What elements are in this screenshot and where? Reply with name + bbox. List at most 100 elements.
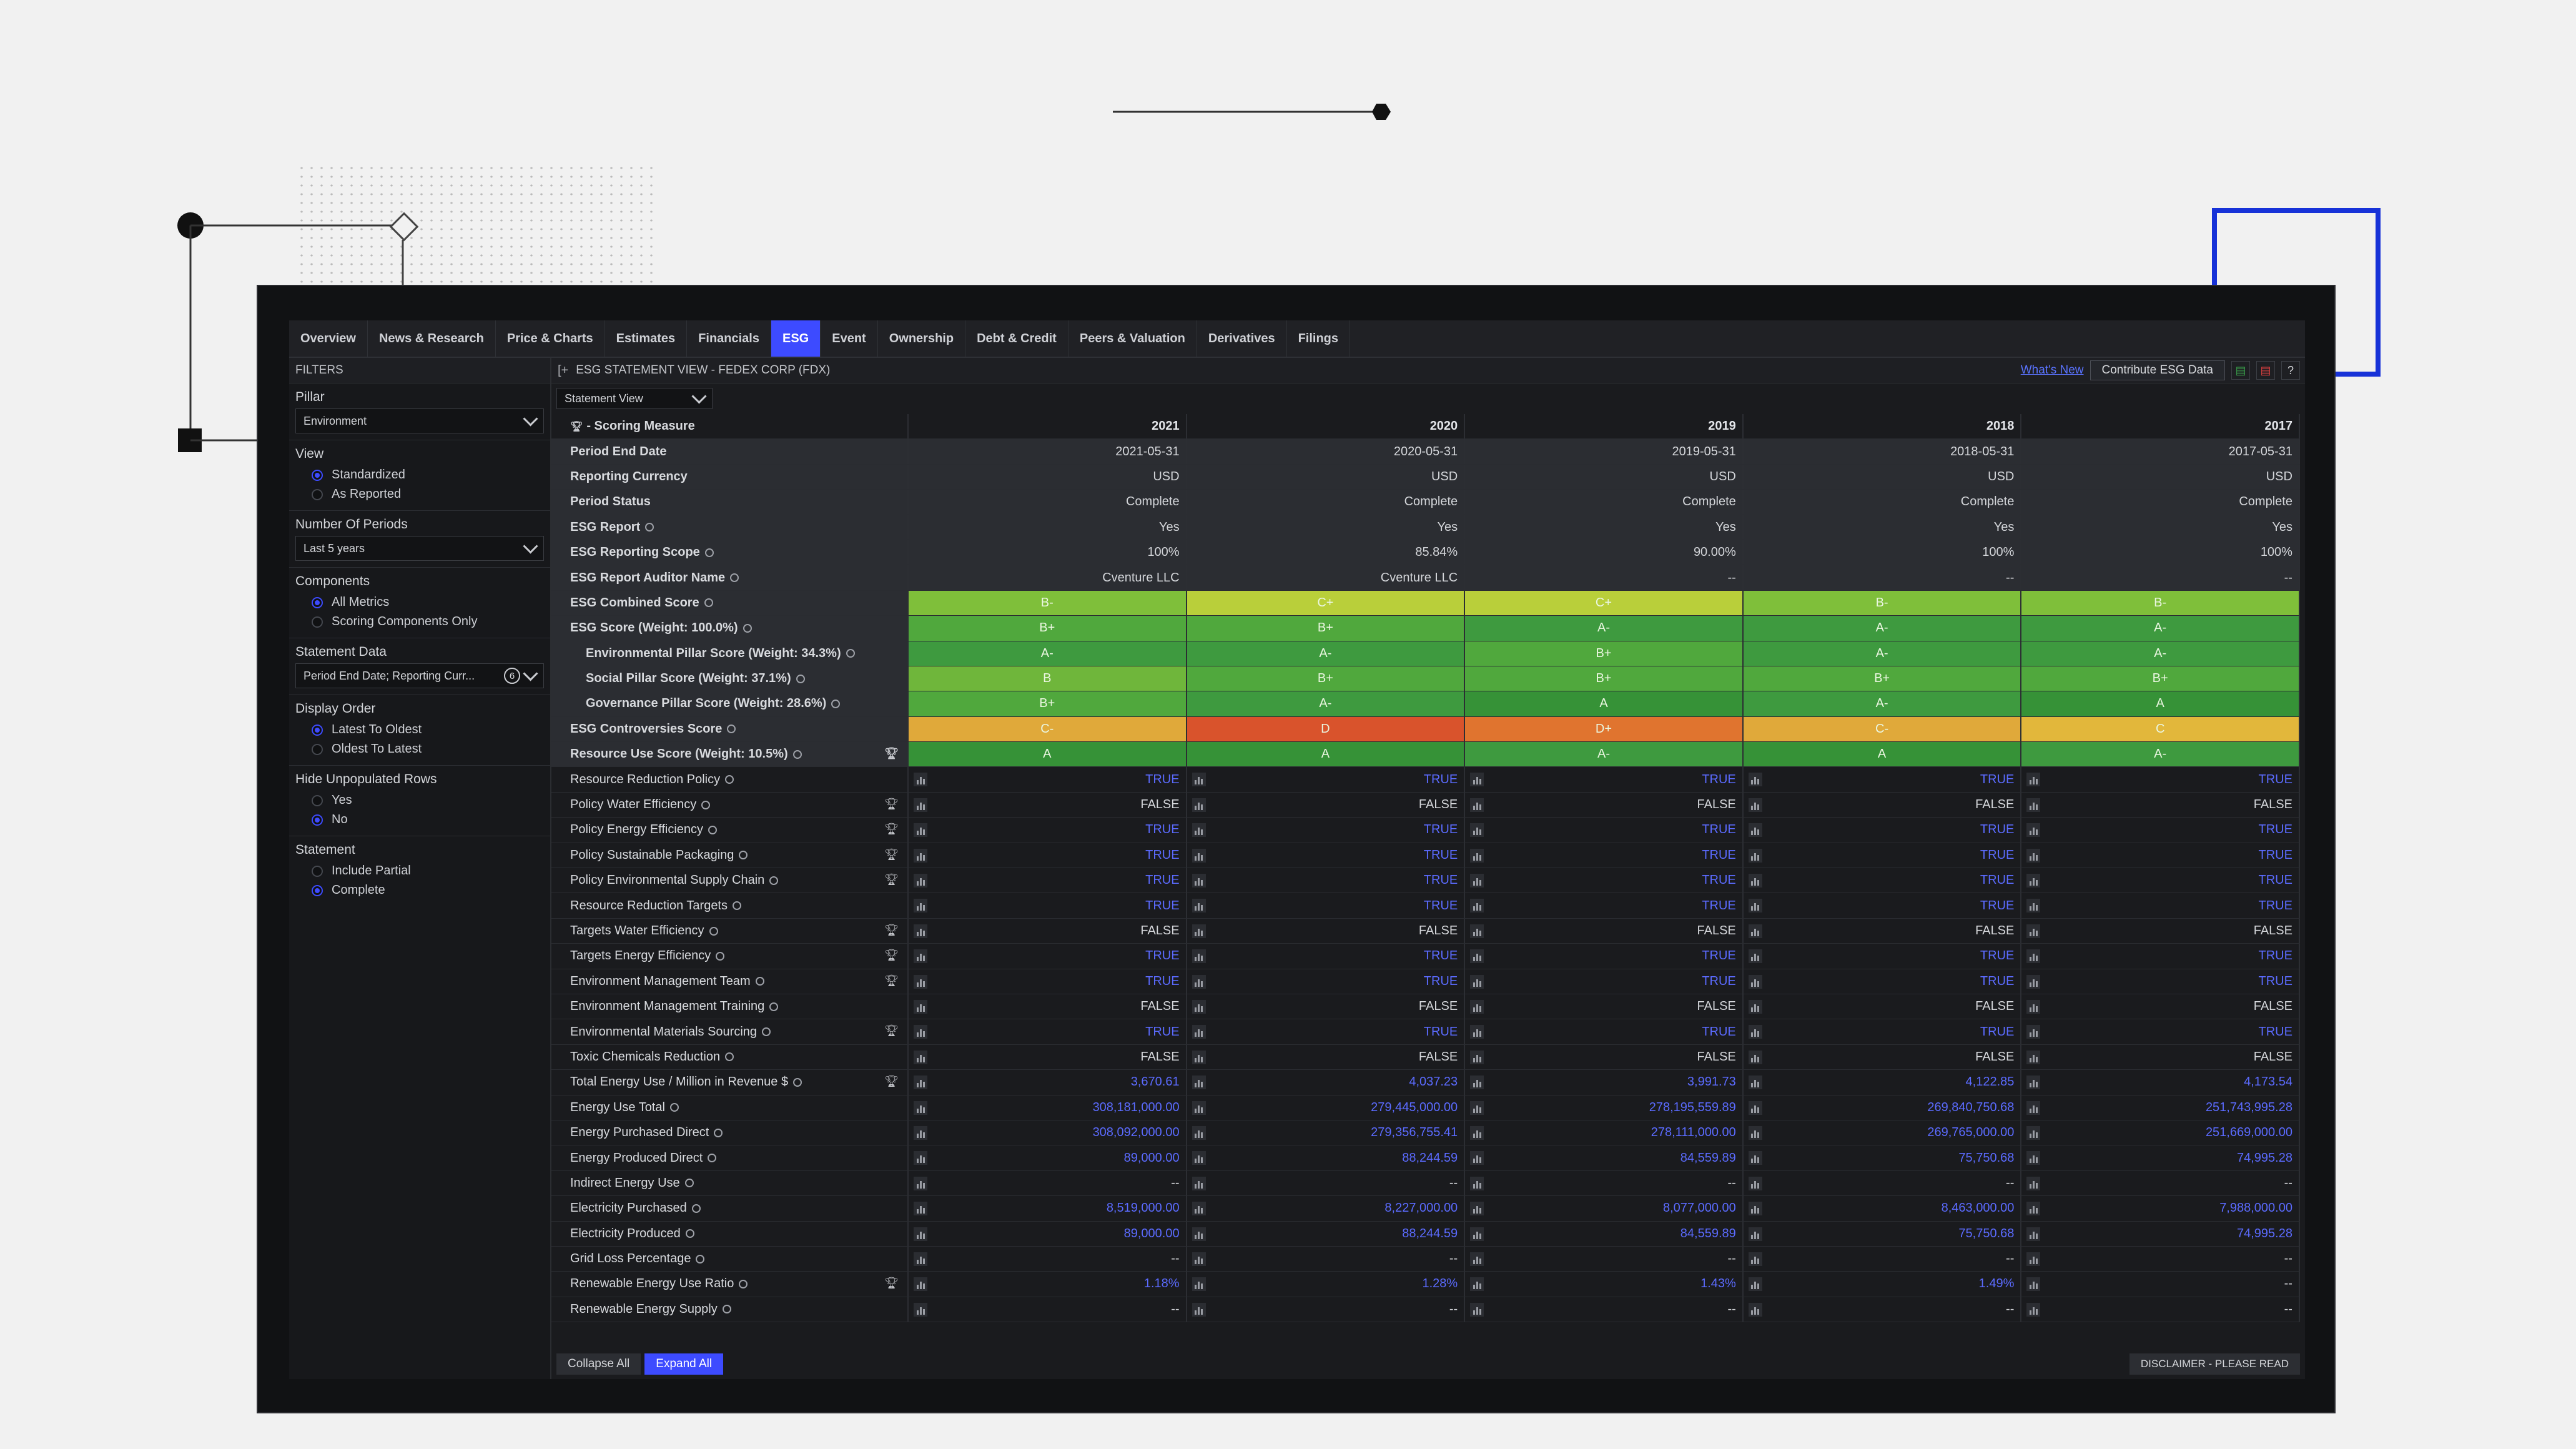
info-icon[interactable]: [846, 649, 855, 658]
include-partial-radio[interactable]: Include Partial: [295, 861, 544, 881]
tab-financials[interactable]: Financials: [687, 320, 771, 357]
bar-chart-icon[interactable]: [914, 823, 927, 838]
tab-event[interactable]: Event: [821, 320, 878, 357]
info-icon[interactable]: [743, 623, 752, 633]
pdf-export-icon[interactable]: ▤: [2256, 361, 2275, 380]
bar-chart-icon[interactable]: [2026, 1277, 2041, 1292]
expand-all-button[interactable]: Expand All: [644, 1353, 724, 1375]
bar-chart-icon[interactable]: [1192, 1076, 1206, 1090]
bar-chart-icon[interactable]: [1748, 1025, 1762, 1039]
info-icon[interactable]: [701, 800, 711, 809]
bar-chart-icon[interactable]: [914, 999, 927, 1014]
info-icon[interactable]: [704, 598, 713, 608]
whats-new-link[interactable]: What's New: [2020, 363, 2084, 377]
info-icon[interactable]: [714, 1128, 723, 1137]
bar-chart-icon[interactable]: [1748, 1302, 1762, 1317]
tab-price-charts[interactable]: Price & Charts: [496, 320, 605, 357]
info-icon[interactable]: [793, 1077, 802, 1087]
scoring-measure-header[interactable]: 🏆︎ - Scoring Measure: [551, 414, 909, 439]
bar-chart-icon[interactable]: [1748, 823, 1762, 838]
bar-chart-icon[interactable]: [2026, 1025, 2041, 1039]
info-icon[interactable]: [708, 825, 718, 834]
bar-chart-icon[interactable]: [914, 1050, 927, 1064]
tab-peers-valuation[interactable]: Peers & Valuation: [1068, 320, 1197, 357]
bar-chart-icon[interactable]: [1748, 1125, 1762, 1140]
bar-chart-icon[interactable]: [2026, 999, 2041, 1014]
bar-chart-icon[interactable]: [1192, 999, 1206, 1014]
bar-chart-icon[interactable]: [1470, 1302, 1484, 1317]
info-icon[interactable]: [727, 724, 736, 734]
bar-chart-icon[interactable]: [2026, 1227, 2041, 1241]
bar-chart-icon[interactable]: [2026, 823, 2041, 838]
bar-chart-icon[interactable]: [1470, 1227, 1484, 1241]
bar-chart-icon[interactable]: [2026, 773, 2041, 787]
bar-chart-icon[interactable]: [2026, 1125, 2041, 1140]
bar-chart-icon[interactable]: [914, 949, 927, 964]
bar-chart-icon[interactable]: [1192, 1050, 1206, 1064]
bar-chart-icon[interactable]: [1470, 1151, 1484, 1165]
bar-chart-icon[interactable]: [1470, 798, 1484, 812]
bar-chart-icon[interactable]: [914, 1100, 927, 1115]
bar-chart-icon[interactable]: [1748, 1252, 1762, 1266]
components-all-radio[interactable]: All Metrics: [295, 593, 544, 612]
info-icon[interactable]: [739, 851, 748, 860]
bar-chart-icon[interactable]: [1470, 848, 1484, 863]
bar-chart-icon[interactable]: [1192, 949, 1206, 964]
tab-overview[interactable]: Overview: [289, 320, 368, 357]
pillar-select[interactable]: Environment: [295, 408, 544, 433]
info-icon[interactable]: [684, 1179, 694, 1188]
excel-export-icon[interactable]: ▤: [2231, 361, 2250, 380]
bar-chart-icon[interactable]: [1470, 1076, 1484, 1090]
bar-chart-icon[interactable]: [1470, 773, 1484, 787]
bar-chart-icon[interactable]: [1192, 874, 1206, 888]
bar-chart-icon[interactable]: [2026, 1252, 2041, 1266]
bar-chart-icon[interactable]: [1470, 999, 1484, 1014]
complete-radio[interactable]: Complete: [295, 881, 544, 900]
bar-chart-icon[interactable]: [2026, 1302, 2041, 1317]
bar-chart-icon[interactable]: [1470, 874, 1484, 888]
info-icon[interactable]: [696, 1254, 705, 1264]
hide-no-radio[interactable]: No: [295, 810, 544, 829]
bar-chart-icon[interactable]: [1748, 1202, 1762, 1216]
bar-chart-icon[interactable]: [1748, 848, 1762, 863]
bar-chart-icon[interactable]: [914, 874, 927, 888]
latest-to-oldest-radio[interactable]: Latest To Oldest: [295, 720, 544, 739]
bar-chart-icon[interactable]: [2026, 1100, 2041, 1115]
bar-chart-icon[interactable]: [1192, 1125, 1206, 1140]
info-icon[interactable]: [762, 1027, 771, 1037]
info-icon[interactable]: [725, 775, 734, 784]
bar-chart-icon[interactable]: [1470, 924, 1484, 938]
info-icon[interactable]: [769, 1002, 779, 1011]
bar-chart-icon[interactable]: [1470, 1202, 1484, 1216]
bar-chart-icon[interactable]: [1192, 773, 1206, 787]
tab-derivatives[interactable]: Derivatives: [1197, 320, 1287, 357]
view-as-reported-radio[interactable]: As Reported: [295, 485, 544, 504]
bar-chart-icon[interactable]: [1748, 1151, 1762, 1165]
bar-chart-icon[interactable]: [914, 974, 927, 989]
bar-chart-icon[interactable]: [914, 1176, 927, 1190]
expand-panel-icon[interactable]: [+: [558, 363, 569, 377]
bar-chart-icon[interactable]: [914, 1252, 927, 1266]
bar-chart-icon[interactable]: [2026, 899, 2041, 913]
bar-chart-icon[interactable]: [1192, 899, 1206, 913]
statement-view-select[interactable]: Statement View: [556, 388, 713, 409]
bar-chart-icon[interactable]: [1748, 1050, 1762, 1064]
bar-chart-icon[interactable]: [2026, 848, 2041, 863]
info-icon[interactable]: [755, 977, 764, 986]
bar-chart-icon[interactable]: [1192, 1277, 1206, 1292]
components-scoring-radio[interactable]: Scoring Components Only: [295, 612, 544, 631]
bar-chart-icon[interactable]: [2026, 798, 2041, 812]
info-icon[interactable]: [645, 523, 654, 532]
bar-chart-icon[interactable]: [2026, 1176, 2041, 1190]
disclaimer-button[interactable]: DISCLAIMER - PLEASE READ: [2129, 1353, 2300, 1375]
hide-yes-radio[interactable]: Yes: [295, 791, 544, 810]
bar-chart-icon[interactable]: [1748, 1227, 1762, 1241]
bar-chart-icon[interactable]: [1470, 1176, 1484, 1190]
tab-debt-credit[interactable]: Debt & Credit: [965, 320, 1068, 357]
bar-chart-icon[interactable]: [1748, 798, 1762, 812]
bar-chart-icon[interactable]: [1748, 874, 1762, 888]
info-icon[interactable]: [831, 699, 841, 708]
bar-chart-icon[interactable]: [1748, 899, 1762, 913]
bar-chart-icon[interactable]: [2026, 1151, 2041, 1165]
bar-chart-icon[interactable]: [1192, 798, 1206, 812]
